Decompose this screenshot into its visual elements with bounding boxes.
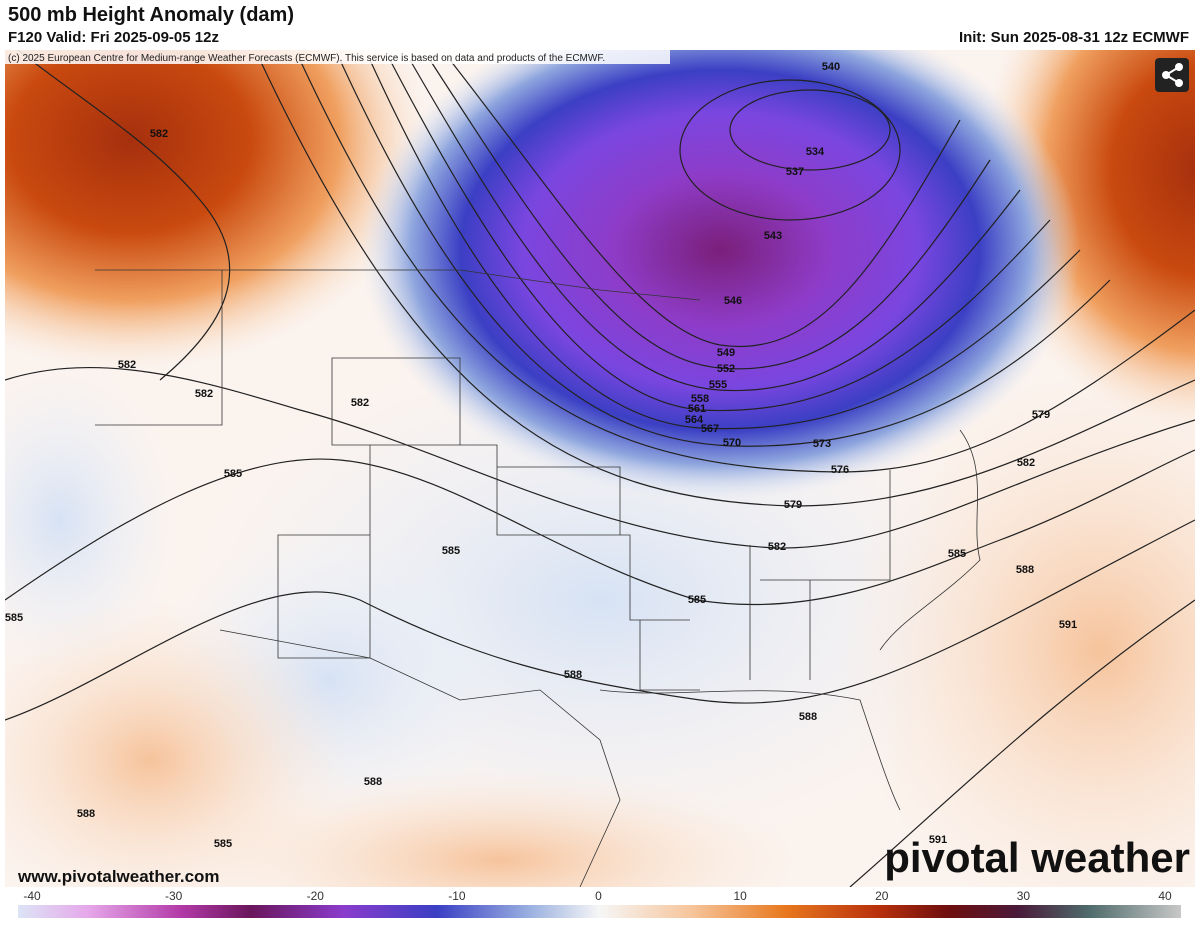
colorbar-tick-label: -40 [23, 889, 41, 903]
contour-label: 573 [813, 438, 831, 450]
copyright-bg [5, 50, 670, 64]
watermark: pivotal weather [884, 834, 1190, 881]
contour-label: 561 [688, 403, 706, 415]
contour-label: 588 [77, 808, 95, 820]
contour-label: 576 [831, 464, 849, 476]
contour-label: 585 [688, 594, 706, 606]
contour-label: 588 [364, 776, 382, 788]
contour-label: 537 [786, 166, 804, 178]
contour-label: 585 [214, 838, 232, 850]
contour-label: 588 [799, 711, 817, 723]
contour-label: 582 [195, 388, 213, 400]
contour-label: 534 [806, 146, 825, 158]
init-time: Init: Sun 2025-08-31 12z ECMWF [958, 29, 1189, 46]
contour-label: 546 [724, 295, 742, 307]
borders [95, 269, 981, 887]
contour-label: 552 [717, 363, 735, 375]
height-contours [5, 50, 1195, 887]
contour-label: 558 [691, 393, 709, 405]
colorbar-tick-label: -10 [448, 889, 466, 903]
contour-label: 549 [717, 347, 735, 359]
contour-label: 582 [351, 397, 369, 409]
contour-label: 543 [764, 230, 782, 242]
contour-label: 567 [701, 423, 719, 435]
colorbar-tick-label: 10 [733, 889, 747, 903]
contour-label: 555 [709, 379, 727, 391]
colorbar-tick-label: 40 [1158, 889, 1172, 903]
title: 500 mb Height Anomaly (dam) [8, 4, 294, 26]
colorbar-tick-label: 30 [1017, 889, 1031, 903]
copyright: (c) 2025 European Centre for Medium-rang… [8, 53, 605, 64]
contour-label: 582 [1017, 457, 1035, 469]
contour-label: 585 [224, 468, 242, 480]
share-icon [1162, 63, 1183, 87]
colorbar-tick-label: -20 [307, 889, 325, 903]
contour-label: 588 [1016, 564, 1034, 576]
contour-label: 579 [784, 499, 802, 511]
website: www.pivotalweather.com [17, 867, 220, 886]
valid-time: F120 Valid: Fri 2025-09-05 12z [8, 29, 219, 46]
share-button[interactable] [1155, 58, 1189, 92]
colorbar-tick-label: 20 [875, 889, 889, 903]
colorbar-tick-label: 0 [595, 889, 602, 903]
contour-label: 582 [768, 541, 786, 553]
contour-label: 582 [150, 128, 168, 140]
colorbar [18, 905, 1181, 918]
contour-label: 564 [685, 414, 704, 426]
contour-label: 585 [948, 548, 966, 560]
contour-label: 579 [1032, 409, 1050, 421]
contour-label: 582 [118, 359, 136, 371]
contour-label: 570 [723, 437, 741, 449]
contour-label: 591 [929, 834, 947, 846]
contour-label: 585 [5, 612, 23, 624]
contour-label: 591 [1059, 619, 1077, 631]
colorbar-tick-label: -30 [165, 889, 183, 903]
contour-label: 588 [564, 669, 582, 681]
contour-label: 540 [822, 61, 840, 73]
contour-label: 585 [442, 545, 460, 557]
